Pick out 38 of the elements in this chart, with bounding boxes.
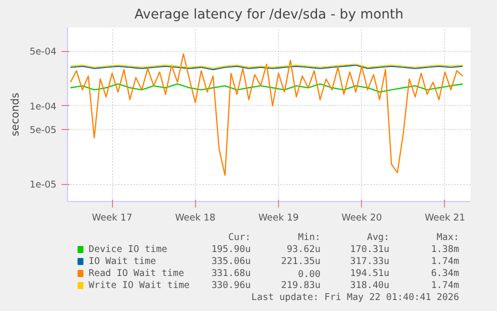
text: 6.34m [431,268,460,279]
y-axis-title: seconds [8,92,22,136]
line-series [70,83,464,93]
text: 194.51u [350,268,390,279]
legend-label: Device IO time [88,244,168,255]
legend-label: Write IO Wait time [88,280,190,291]
x-tick-label: Week 17 [92,212,132,224]
text: 221.35u [281,256,320,267]
x-tick-label: Week 21 [424,212,466,224]
legend-label: Read IO Wait time [88,268,184,279]
y-tick-label: 5e-05 [30,124,57,136]
text: 0.00 [298,269,321,280]
text: Max: [436,232,460,243]
legend-label: IO Wait time [88,256,156,267]
x-tick-label: Week 20 [342,212,382,224]
text: Min: [298,232,320,243]
text: 1.74m [431,256,460,267]
chart-title: Average latency for /dev/sda - by month [134,8,404,22]
text: 1.74m [431,280,460,291]
text: 1.38m [431,244,460,255]
line-series [70,53,464,176]
text: 93.62u [286,244,320,255]
text: 330.96u [211,280,251,291]
x-tick-label: Week 19 [258,212,299,224]
y-tick-label: 1e-04 [30,101,57,112]
text: 219.83u [281,280,320,291]
text: 335.06u [211,256,251,267]
text: 318.40u [350,280,390,291]
x-tick-label: Week 18 [175,212,216,224]
text: Last update: Fri May 22 01:40:41 2026 [251,292,460,303]
text: 331.68u [211,268,251,279]
text: Avg: [366,232,390,243]
text: 195.90u [211,244,251,255]
text: 170.31u [350,244,390,255]
text: Cur: [228,232,251,243]
y-tick-label: 1e-05 [30,180,57,191]
text: 317.33u [350,256,390,267]
y-tick-label: 5e-04 [30,46,57,58]
